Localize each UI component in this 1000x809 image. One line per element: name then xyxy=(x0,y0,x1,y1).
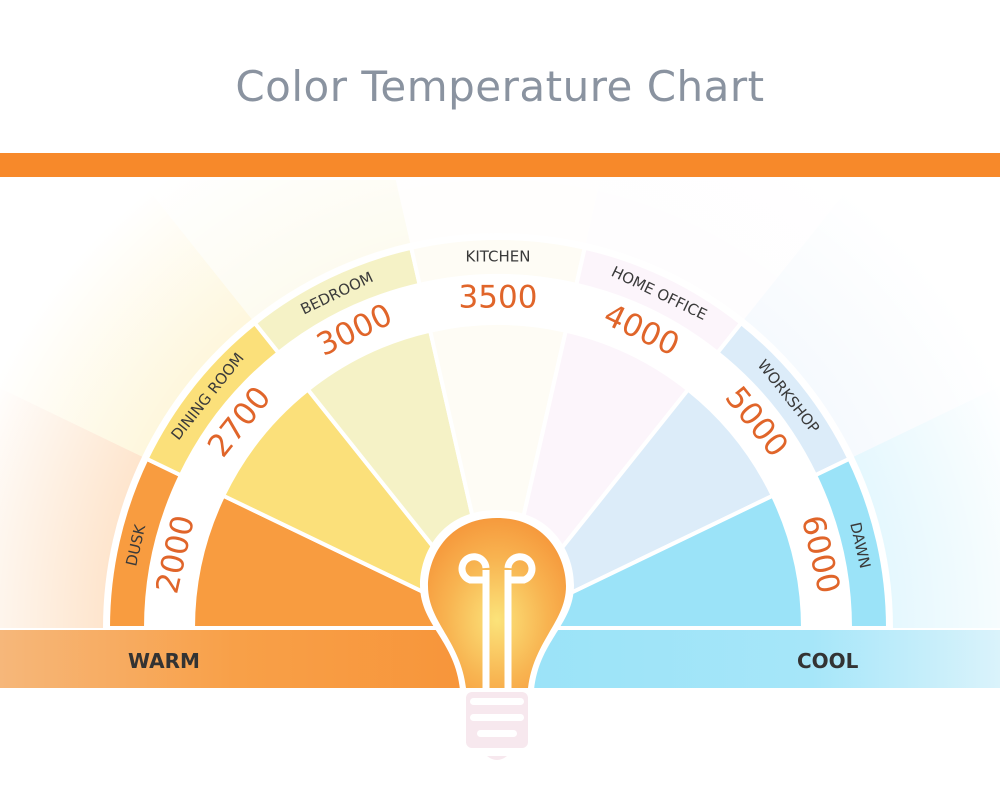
cool-band xyxy=(530,630,1000,688)
label-ring-segment xyxy=(812,456,891,630)
warm-label: WARM xyxy=(128,649,200,673)
kelvin-value: 3500 xyxy=(459,280,538,316)
room-label: KITCHEN xyxy=(466,248,531,266)
accent-bar xyxy=(0,153,1000,177)
page-title: Color Temperature Chart xyxy=(235,62,765,111)
header-background xyxy=(0,0,1000,180)
warm-band xyxy=(0,630,470,688)
temperature-wedge xyxy=(497,492,806,630)
light-bulb-icon xyxy=(420,510,574,760)
cool-label: COOL xyxy=(797,649,859,673)
